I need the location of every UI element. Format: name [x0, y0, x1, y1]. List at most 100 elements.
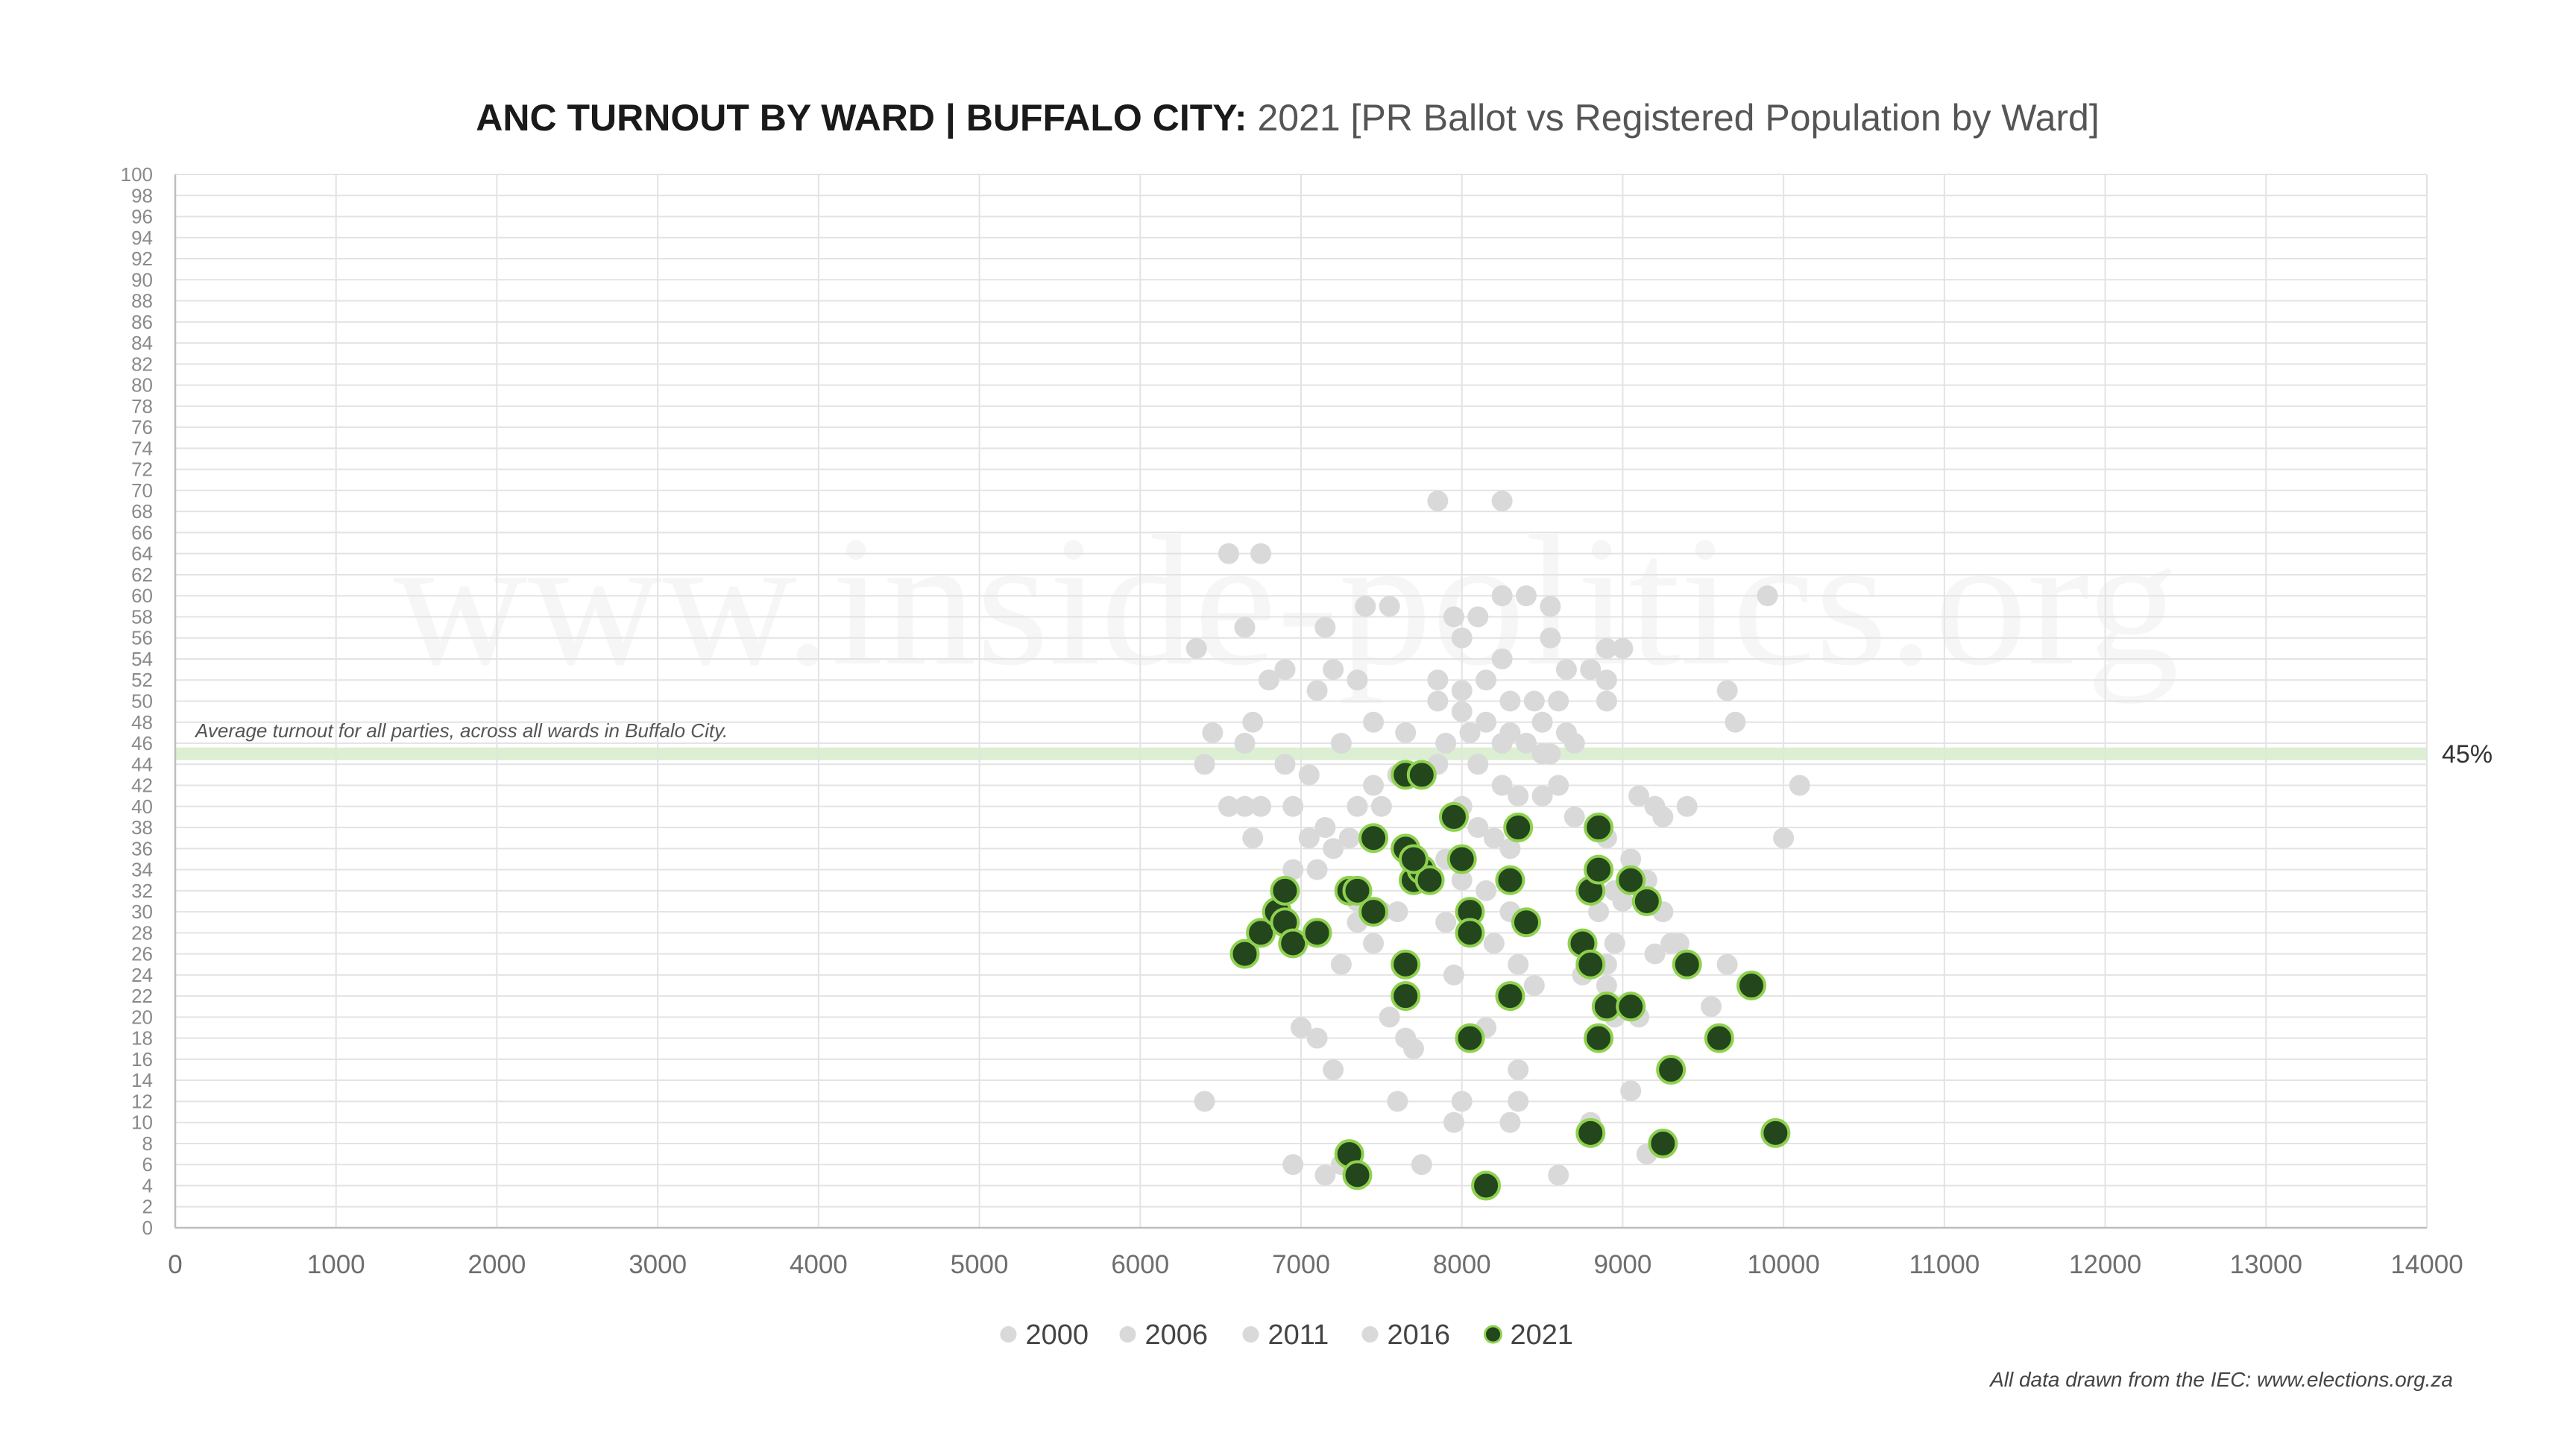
point-2011	[1403, 1038, 1424, 1059]
legend-label-2021: 2021	[1511, 1319, 1574, 1351]
point-2016	[1620, 1080, 1642, 1102]
point-2006	[1347, 669, 1368, 691]
point-2016	[1596, 669, 1617, 691]
point-2021	[1575, 1117, 1606, 1148]
point-2006	[1330, 733, 1352, 754]
point-2011	[1443, 1111, 1464, 1133]
x-tick-label: 8000	[1433, 1250, 1491, 1279]
point-2021	[1278, 928, 1309, 959]
y-tick-label: 98	[131, 184, 153, 206]
point-2011	[1483, 827, 1505, 849]
point-2021	[1584, 854, 1614, 885]
point-2011	[1387, 1091, 1408, 1112]
point-2021	[1229, 939, 1260, 969]
y-tick-label: 78	[131, 395, 153, 417]
point-2000	[1185, 637, 1207, 659]
y-tick-label: 30	[131, 901, 153, 923]
point-2016	[1531, 711, 1553, 733]
chart-title-bold: ANC TURNOUT BY WARD | BUFFALO CITY:	[476, 97, 1247, 139]
point-2011	[1443, 606, 1464, 628]
y-tick-label: 52	[131, 669, 153, 691]
point-2021	[1736, 971, 1766, 1001]
point-2021	[1246, 918, 1276, 948]
point-2021	[1358, 823, 1389, 854]
point-2011	[1379, 1006, 1400, 1028]
point-2011	[1314, 1164, 1336, 1186]
point-2021	[1616, 991, 1646, 1022]
x-tick-label: 9000	[1593, 1250, 1651, 1279]
y-tick-label: 36	[131, 837, 153, 860]
point-2021	[1391, 981, 1421, 1012]
legend-label-2000: 2000	[1026, 1319, 1089, 1351]
point-2016	[1676, 795, 1698, 817]
point-2000	[1314, 616, 1336, 638]
point-2016	[1757, 585, 1778, 607]
point-2016	[1563, 806, 1585, 827]
point-2011	[1516, 733, 1537, 754]
x-tick-label: 12000	[2069, 1250, 2141, 1279]
point-2016	[1789, 775, 1810, 796]
point-2021	[1446, 844, 1477, 874]
y-tick-label: 88	[131, 290, 153, 312]
point-2016	[1580, 659, 1602, 681]
y-tick-label: 48	[131, 711, 153, 734]
point-2000	[1218, 795, 1239, 817]
point-2016	[1563, 733, 1585, 754]
point-2021	[1584, 813, 1614, 843]
point-2011	[1491, 585, 1513, 607]
point-2016	[1620, 848, 1642, 870]
y-tick-label: 60	[131, 584, 153, 607]
point-2011	[1476, 669, 1497, 691]
y-tick-label: 80	[131, 374, 153, 397]
x-tick-label: 5000	[951, 1250, 1009, 1279]
x-tick-label: 11000	[1909, 1250, 1980, 1279]
y-tick-label: 24	[131, 964, 153, 986]
point-2016	[1548, 690, 1569, 712]
point-2006	[1330, 953, 1352, 975]
y-tick-label: 50	[131, 690, 153, 713]
point-2016	[1716, 953, 1738, 975]
point-2006	[1379, 596, 1400, 617]
y-tick-label: 82	[131, 353, 153, 375]
average-annotation: Average turnout for all parties, across …	[194, 719, 728, 742]
point-2021	[1648, 1128, 1678, 1158]
point-2000	[1250, 543, 1272, 564]
y-tick-label: 18	[131, 1027, 153, 1050]
point-2000	[1258, 669, 1279, 691]
point-2011	[1427, 491, 1449, 512]
point-2000	[1282, 795, 1304, 817]
y-tick-label: 66	[131, 521, 153, 543]
point-2011	[1306, 1027, 1328, 1049]
source-note: All data drawn from the IEC: www.electio…	[1988, 1368, 2453, 1391]
point-2000	[1202, 722, 1224, 743]
point-2000	[1194, 754, 1215, 775]
point-2016	[1612, 890, 1634, 912]
y-tick-label: 44	[131, 753, 153, 775]
point-2006	[1363, 933, 1385, 954]
point-2016	[1716, 680, 1738, 701]
point-2016	[1588, 901, 1610, 923]
y-tick-label: 46	[131, 732, 153, 754]
x-tick-label: 13000	[2230, 1250, 2302, 1279]
y-tick-label: 14	[131, 1069, 153, 1091]
y-tick-label: 56	[131, 627, 153, 649]
y-tick-label: 84	[131, 332, 153, 354]
point-2011	[1451, 680, 1473, 701]
legend-marker-2011	[1242, 1326, 1259, 1343]
point-2006	[1323, 838, 1344, 860]
point-2016	[1531, 785, 1553, 807]
point-2016	[1596, 690, 1617, 712]
point-2021	[1616, 865, 1646, 895]
point-2006	[1355, 596, 1376, 617]
point-2011	[1499, 690, 1521, 712]
point-2011	[1508, 1091, 1529, 1112]
y-tick-label: 22	[131, 985, 153, 1007]
point-2011	[1523, 975, 1545, 997]
point-2006	[1363, 711, 1385, 733]
point-2021	[1495, 865, 1525, 895]
y-tick-label: 70	[131, 479, 153, 502]
point-2016	[1604, 933, 1625, 954]
point-2016	[1596, 975, 1617, 997]
point-2021	[1455, 1023, 1485, 1053]
average-value-label: 45%	[2442, 740, 2492, 769]
